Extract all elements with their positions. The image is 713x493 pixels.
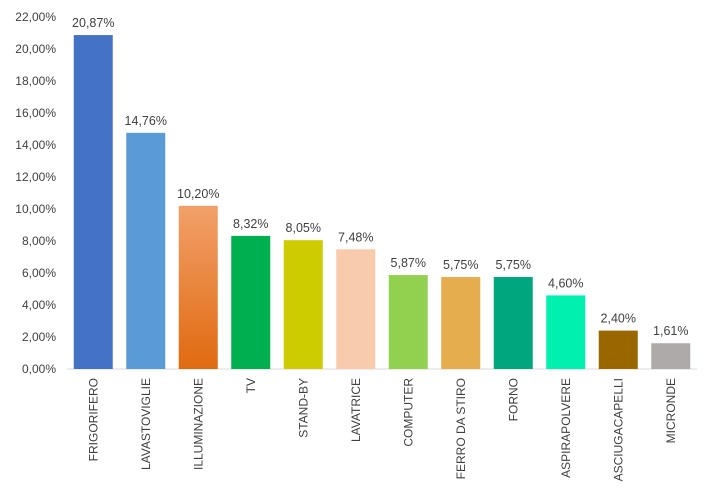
data-label: 8,05%: [286, 221, 321, 235]
bar: [651, 343, 691, 369]
y-tick-label: 16,00%: [15, 106, 56, 120]
bars: [73, 35, 691, 370]
data-label: 8,32%: [233, 217, 268, 231]
bar: [178, 205, 218, 369]
category-label: STAND-BY: [296, 378, 310, 438]
y-tick-label: 12,00%: [15, 170, 56, 184]
bar: [283, 240, 323, 369]
data-label: 1,61%: [653, 324, 688, 338]
bar: [336, 249, 376, 369]
bar: [231, 235, 271, 369]
y-tick-label: 8,00%: [22, 234, 56, 248]
y-tick-label: 4,00%: [22, 298, 56, 312]
category-labels: FRIGORIFERO LAVASTOVIGLIE ILLUMINAZIONE TV S…: [86, 378, 678, 482]
category-label: FORNO: [506, 378, 520, 421]
data-label: 4,60%: [548, 276, 583, 290]
category-label: TV: [244, 378, 258, 393]
y-axis: 0,00% 2,00% 4,00% 6,00% 8,00% 10,00% 12,00% 14,…: [15, 10, 56, 376]
bar: [73, 35, 113, 370]
bar: [598, 330, 638, 369]
category-label: FERRO DA STIRO: [454, 378, 468, 479]
category-label: ASPIRAPOLVERE: [559, 378, 573, 478]
y-tick-label: 20,00%: [15, 42, 56, 56]
y-tick-label: 6,00%: [22, 266, 56, 280]
category-label: FRIGORIFERO: [86, 378, 100, 461]
category-label: LAVASTOVIGLIE: [139, 378, 153, 470]
data-labels: 20,87% 14,76% 10,20% 8,32% 8,05% 7,48% 5,87% 5,…: [72, 16, 688, 338]
y-tick-label: 2,00%: [22, 330, 56, 344]
y-tick-label: 10,00%: [15, 202, 56, 216]
category-label: MICRONDE: [664, 378, 678, 443]
data-label: 14,76%: [125, 114, 167, 128]
data-label: 5,75%: [443, 258, 478, 272]
data-label: 10,20%: [177, 187, 219, 201]
data-label: 20,87%: [72, 16, 114, 30]
data-label: 5,87%: [391, 256, 426, 270]
bar: [546, 295, 586, 369]
category-label: ILLUMINAZIONE: [191, 378, 205, 470]
y-tick-label: 18,00%: [15, 74, 56, 88]
data-label: 2,40%: [601, 312, 636, 326]
y-tick-label: 22,00%: [15, 10, 56, 24]
bar: [126, 132, 166, 369]
bar: [493, 277, 533, 369]
bar: [441, 277, 481, 369]
category-label: ASCIUGACAPELLI: [611, 378, 625, 481]
data-label: 5,75%: [496, 258, 531, 272]
data-label: 7,48%: [338, 230, 373, 244]
y-tick-label: 0,00%: [22, 362, 56, 376]
category-label: LAVATRICE: [349, 378, 363, 442]
y-tick-label: 14,00%: [15, 138, 56, 152]
category-label: COMPUTER: [401, 378, 415, 447]
bar: [388, 275, 428, 369]
